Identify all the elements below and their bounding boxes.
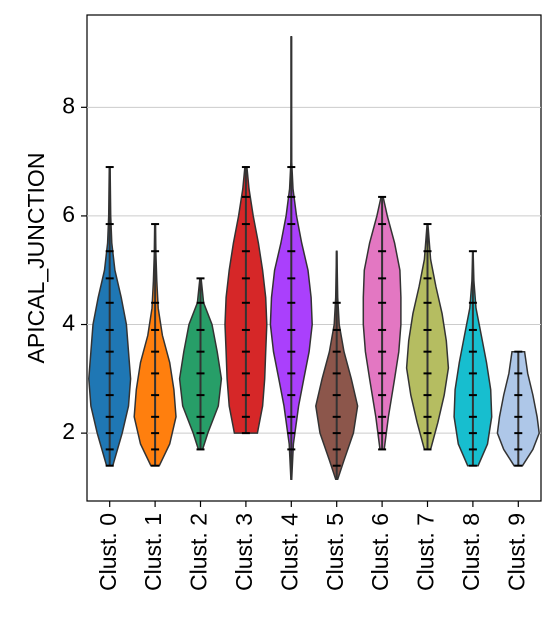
y-axis-label: APICAL_JUNCTION <box>23 153 49 364</box>
x-tick-label: Clust. 6 <box>367 513 393 591</box>
plot-frame <box>86 14 542 502</box>
x-tick-label: Clust. 5 <box>322 513 348 591</box>
y-tick-label: 4 <box>62 310 75 336</box>
x-tick-label: Clust. 2 <box>186 513 212 591</box>
x-tick-label: Clust. 3 <box>231 513 257 591</box>
x-tick-label: Clust. 1 <box>140 513 166 591</box>
violins <box>88 35 540 481</box>
y-tick-label: 8 <box>62 92 75 118</box>
y-tick-label: 6 <box>62 201 75 227</box>
y-tick-label: 2 <box>62 418 75 444</box>
x-tick-label: Clust. 9 <box>503 513 529 591</box>
x-tick-label: Clust. 0 <box>95 513 121 591</box>
x-tick-label: Clust. 7 <box>413 513 439 591</box>
x-tick-label: Clust. 8 <box>458 513 484 591</box>
x-tick-label: Clust. 4 <box>276 513 302 591</box>
